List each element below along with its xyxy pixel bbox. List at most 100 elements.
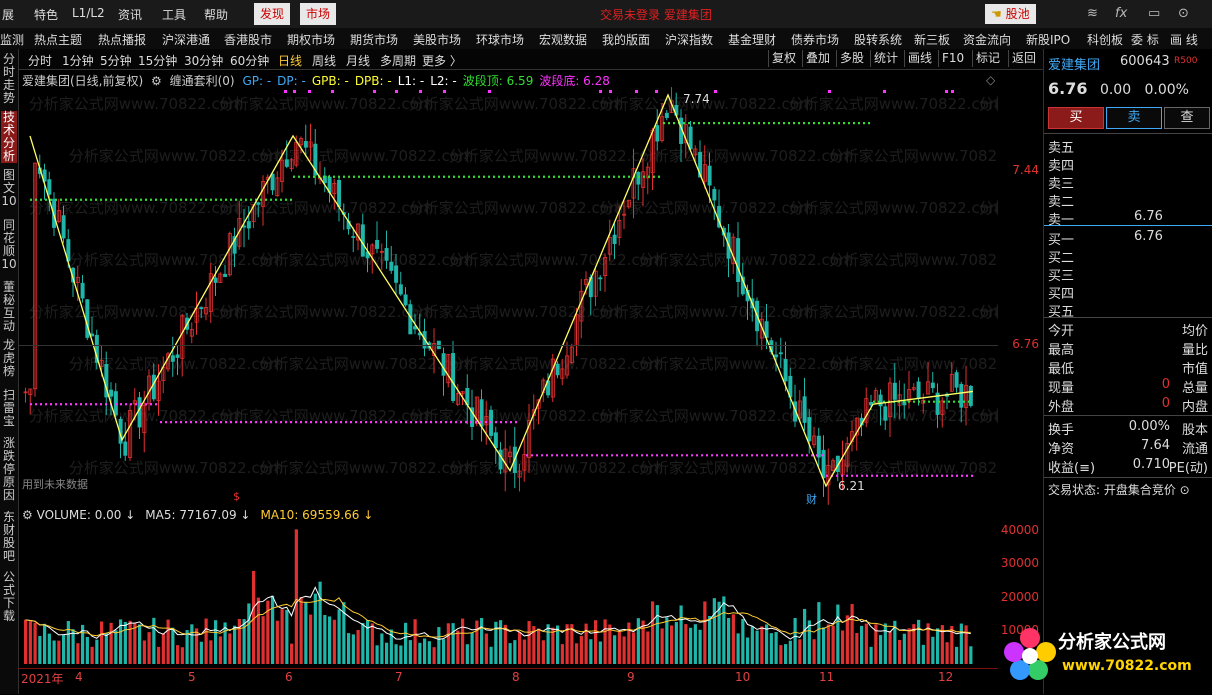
period-tab-active[interactable]: 日线 xyxy=(278,54,303,68)
period-tab[interactable]: 周线 xyxy=(312,54,337,68)
volume-bar xyxy=(418,642,422,664)
nav-item[interactable]: 热点播报 xyxy=(98,33,147,47)
candle-body xyxy=(356,223,361,241)
nav-item[interactable]: 期货市场 xyxy=(350,33,399,47)
draw-line-button[interactable]: 画线 xyxy=(904,50,935,67)
trade-login-alert[interactable]: 交易未登录 爱建集团 xyxy=(600,8,712,22)
vtab-minesweeper[interactable]: 扫雷宝 xyxy=(2,388,15,428)
divider xyxy=(1044,415,1212,416)
period-tab[interactable]: 多周期 xyxy=(380,54,417,68)
nav-item[interactable]: 监测 xyxy=(0,33,25,47)
period-tab[interactable]: 60分钟 xyxy=(230,54,270,68)
bid-row[interactable]: 买二 xyxy=(1048,247,1208,266)
period-tab[interactable]: 分时 xyxy=(28,54,53,68)
nav-item[interactable]: 沪深指数 xyxy=(665,33,714,47)
back-button[interactable]: 返回 xyxy=(1008,50,1039,67)
period-tab[interactable]: 更多 〉 xyxy=(422,54,462,68)
stock-pool-button[interactable]: ☚ 股池 xyxy=(985,4,1036,24)
window-icon[interactable]: ▭ xyxy=(1148,6,1161,21)
vtab-dragon-tiger[interactable]: 龙虎榜 xyxy=(2,338,15,378)
vtab-intraday[interactable]: 分时走势 xyxy=(2,52,15,105)
menu-item-5[interactable]: 帮助 xyxy=(204,8,229,22)
nav-item[interactable]: 美股市场 xyxy=(413,33,462,47)
buy-button[interactable]: 买 xyxy=(1048,107,1104,129)
period-tab[interactable]: 1分钟 xyxy=(62,54,94,68)
f10-button[interactable]: F10 xyxy=(938,50,967,67)
ask-row[interactable]: 卖四 xyxy=(1048,155,1208,174)
discover-button[interactable]: 发现 xyxy=(254,3,291,25)
vtab-ths[interactable]: 同花顺10 xyxy=(1,218,17,271)
ask-row[interactable]: 卖二 xyxy=(1048,191,1208,210)
stat-row: 现量 0 总量 xyxy=(1048,377,1208,396)
menu-item-0[interactable]: 展 xyxy=(2,8,15,22)
candle-body xyxy=(736,238,741,282)
vtab-forum[interactable]: 东财股吧 xyxy=(2,510,15,563)
bid-row[interactable]: 买五 xyxy=(1048,301,1208,320)
indicator-name[interactable]: 缠通套利(0) xyxy=(169,74,235,88)
vtab-formula-download[interactable]: 公式下载 xyxy=(2,570,15,623)
period-tab[interactable]: 月线 xyxy=(346,54,371,68)
nav-item[interactable]: 新股IPO xyxy=(1026,33,1071,47)
mark-button[interactable]: 标记 xyxy=(972,50,1003,67)
signal-dot xyxy=(945,90,948,93)
bid-row[interactable]: 买一 6.76 xyxy=(1048,229,1208,248)
dollar-marker[interactable]: $ xyxy=(233,490,240,503)
menu-item-2[interactable]: L1/L2 xyxy=(72,6,105,20)
ask-label: 卖三 xyxy=(1048,177,1075,192)
ask-row[interactable]: 卖一 6.76 xyxy=(1048,209,1208,228)
period-tab[interactable]: 30分钟 xyxy=(184,54,224,68)
multi-stock-button[interactable]: 多股 xyxy=(836,50,867,67)
nav-item[interactable]: 期权市场 xyxy=(287,33,336,47)
bid-row[interactable]: 买三 xyxy=(1048,265,1208,284)
nav-item[interactable]: 债券市场 xyxy=(791,33,840,47)
help-circle-icon[interactable]: ⊙ xyxy=(1178,6,1189,21)
statistics-button[interactable]: 统计 xyxy=(870,50,901,67)
nav-item[interactable]: 沪深港通 xyxy=(162,33,211,47)
nav-item[interactable]: 委 标 xyxy=(1131,33,1159,47)
bid-row[interactable]: 买四 xyxy=(1048,283,1208,302)
query-button[interactable]: 查 xyxy=(1164,107,1210,129)
watermark-text: 分析家公式网www.70822.com xyxy=(29,303,244,321)
nav-item[interactable]: 热点主题 xyxy=(34,33,83,47)
vtab-limit-reason[interactable]: 涨跌停原因 xyxy=(2,436,15,502)
vtab-secretary[interactable]: 董秘互动 xyxy=(2,280,15,333)
date-axis-label: 10 xyxy=(735,670,751,684)
formula-icon[interactable]: fx xyxy=(1115,6,1128,21)
period-tab[interactable]: 15分钟 xyxy=(138,54,178,68)
settings-icon[interactable]: ⚙ xyxy=(22,508,33,522)
kline-chart[interactable]: 分析家公式网www.70822.com分析家公式网www.70822.com分析… xyxy=(18,69,998,506)
overlay-button[interactable]: 叠加 xyxy=(802,50,833,67)
nav-item[interactable]: 股转系统 xyxy=(854,33,903,47)
vtab-technical-analysis[interactable]: 技术分析 xyxy=(1,110,17,163)
nav-item[interactable]: 香港股市 xyxy=(224,33,273,47)
period-tab[interactable]: 5分钟 xyxy=(100,54,132,68)
menu-item-4[interactable]: 工具 xyxy=(162,8,187,22)
nav-item[interactable]: 科创板 xyxy=(1087,33,1124,47)
ask-row[interactable]: 卖三 xyxy=(1048,173,1208,192)
market-button[interactable]: 市场 xyxy=(300,3,337,25)
restore-right-button[interactable]: 复权 xyxy=(768,50,799,67)
nav-item[interactable]: 基金理财 xyxy=(728,33,777,47)
chart-close-icon[interactable]: ◇ xyxy=(986,73,996,87)
nav-item[interactable]: 环球市场 xyxy=(476,33,525,47)
nav-item[interactable]: 我的版面 xyxy=(602,33,651,47)
volume-bar xyxy=(560,644,564,664)
candle-body xyxy=(883,406,888,421)
menu-item-3[interactable]: 资讯 xyxy=(118,8,143,22)
layers-icon[interactable]: ≋ xyxy=(1087,6,1098,21)
finance-marker[interactable]: 财 xyxy=(806,493,817,506)
volume-bar xyxy=(613,635,617,664)
nav-item[interactable]: 画 线 xyxy=(1170,33,1198,47)
ask-row[interactable]: 卖五 xyxy=(1048,137,1208,156)
volume-bar xyxy=(294,529,298,664)
menu-item-1[interactable]: 特色 xyxy=(34,8,59,22)
nav-item[interactable]: 新三板 xyxy=(914,33,951,47)
vtab-graphic[interactable]: 图文10 xyxy=(1,168,17,208)
nav-item[interactable]: 宏观数据 xyxy=(539,33,588,47)
nav-item[interactable]: 资金流向 xyxy=(963,33,1012,47)
stock-name[interactable]: 爱建集团 xyxy=(1048,58,1101,73)
settings-icon[interactable]: ⚙ xyxy=(151,74,162,88)
sell-button[interactable]: 卖 xyxy=(1106,107,1162,129)
volume-chart[interactable] xyxy=(18,506,998,668)
candle-body xyxy=(612,234,617,244)
